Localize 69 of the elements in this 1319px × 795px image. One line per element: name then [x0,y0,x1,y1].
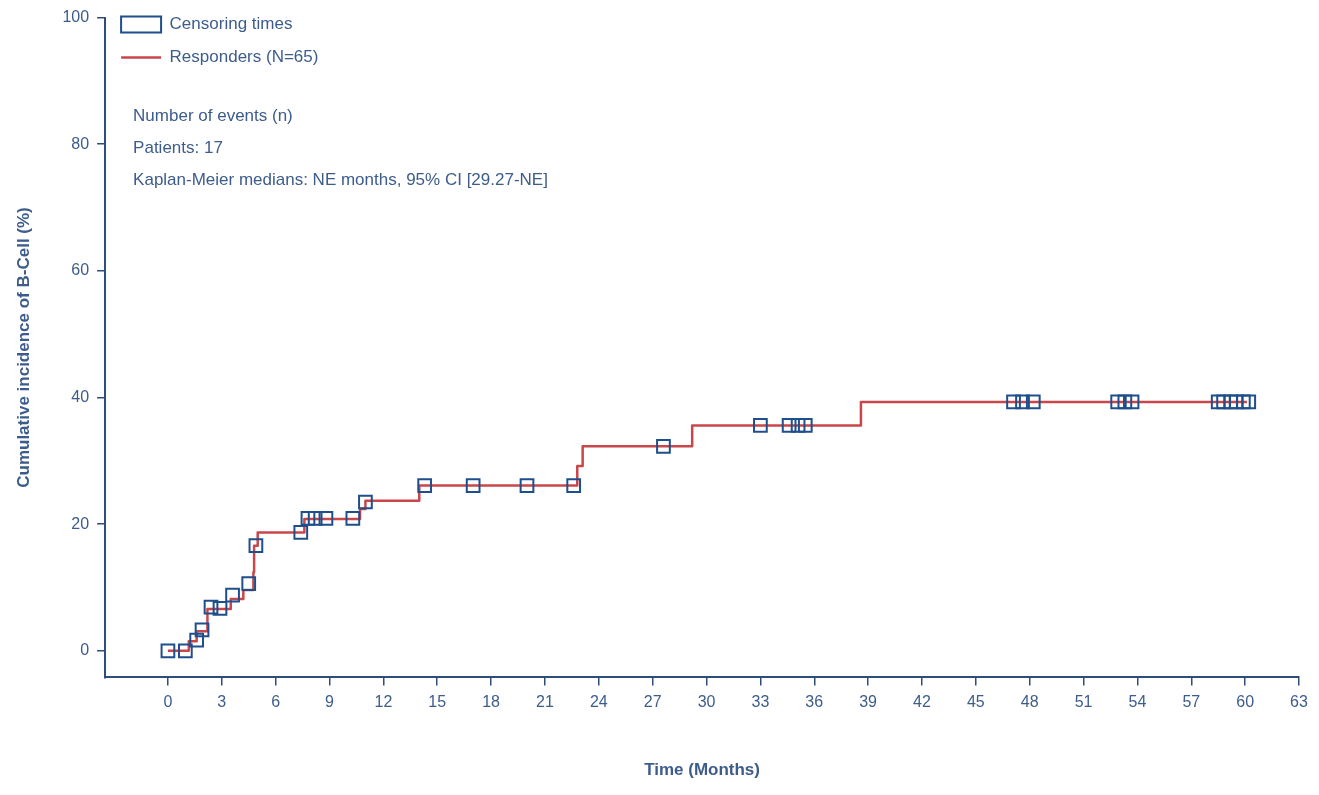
x-tick-label: 27 [643,693,662,711]
point [656,438,671,454]
annotation: Number of events (n) [133,105,293,125]
x-tick-label: 18 [482,693,501,711]
point [465,478,481,493]
y-tick-label: 80 [71,134,90,152]
x-tick-label: 39 [859,693,878,711]
y-tick-label: 0 [80,641,90,659]
x-tick-label: 15 [428,693,447,711]
legend-label: Censoring times [169,14,293,34]
point [1210,394,1226,410]
x-tick-label: 0 [163,693,173,711]
point [797,418,813,433]
point [790,418,806,433]
x-axis-title: Time (Months) [644,760,760,780]
y-tick-label: 60 [71,261,90,279]
point [753,418,768,433]
x-tick-label: 9 [325,693,335,711]
point [318,511,334,526]
point [1117,394,1133,410]
point [194,622,210,638]
point [177,643,193,659]
y-axis-title: Cumulative incidence of B-Cell (%) [13,207,33,488]
point [212,601,228,616]
x-tick-label: 51 [1074,693,1093,711]
y-tick-label: 20 [71,514,90,532]
x-tick-label: 42 [913,693,931,711]
point [241,576,257,592]
point [189,632,205,648]
point [1124,394,1140,410]
point [781,418,797,433]
y-tick-label: 40 [71,387,90,405]
x-tick-label: 30 [697,693,716,711]
x-tick-label: 48 [1020,693,1039,711]
point [1228,394,1244,410]
point [225,587,240,603]
point [1006,394,1021,410]
point [203,599,219,615]
x-tick-label: 60 [1236,693,1255,711]
point [1110,394,1126,410]
x-tick-label: 3 [217,693,227,711]
annotation: Kaplan-Meier medians: NE months, 95% CI [29.27-NE] [133,169,548,189]
x-tick-label: 57 [1182,693,1201,711]
y-tick-label: 100 [62,8,90,26]
point [1025,394,1041,410]
point [293,525,309,540]
x-tick-label: 54 [1128,693,1147,711]
x-tick-label: 6 [271,693,281,711]
point [566,478,582,493]
point [417,478,433,493]
x-tick-label: 36 [805,693,824,711]
point [160,643,176,659]
legend-label: Responders (N=65) [169,47,319,67]
x-tick-label: 33 [751,693,770,711]
x-tick-label: 12 [374,693,393,711]
point [300,511,316,526]
point [345,511,361,526]
x-tick-label: 45 [966,693,985,711]
point [1235,394,1251,410]
annotation: Patients: 17 [133,137,223,157]
point [307,511,323,526]
point [248,538,264,554]
point [1015,394,1030,410]
point [1241,394,1257,410]
point [358,494,373,510]
point [519,478,535,493]
x-tick-label: 63 [1290,693,1308,711]
x-tick-label: 24 [589,693,608,711]
x-tick-label: 21 [536,693,554,711]
